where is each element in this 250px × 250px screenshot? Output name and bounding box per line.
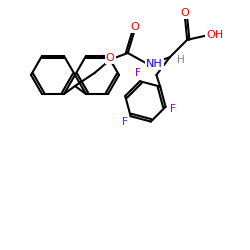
- Text: NH: NH: [146, 59, 163, 69]
- Text: F: F: [170, 104, 176, 114]
- Text: O: O: [106, 52, 114, 62]
- Text: F: F: [122, 117, 128, 127]
- Text: H: H: [177, 56, 184, 66]
- Text: F: F: [135, 68, 141, 78]
- Text: O: O: [130, 22, 139, 32]
- Text: OH: OH: [206, 30, 224, 40]
- Text: O: O: [180, 8, 190, 18]
